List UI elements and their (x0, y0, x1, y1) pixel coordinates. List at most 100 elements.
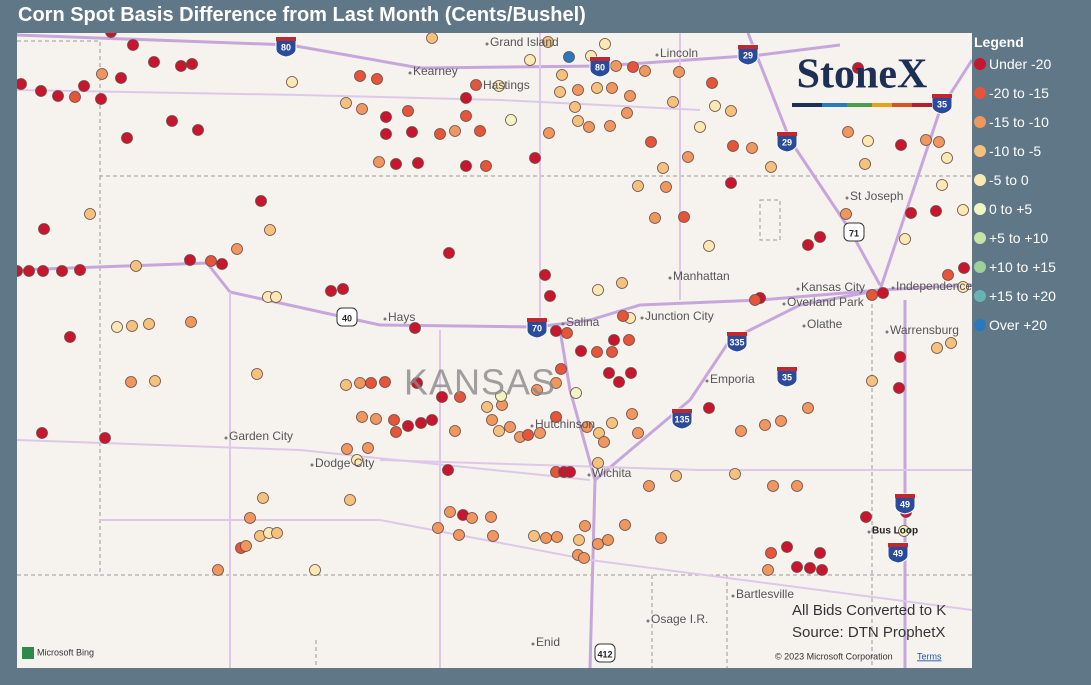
shield-band (777, 132, 797, 136)
legend-label: +5 to +10 (989, 230, 1049, 246)
bid-location (775, 415, 787, 427)
city-label: Dodge City (315, 456, 374, 470)
bid-location (390, 426, 402, 438)
bid-location (604, 120, 616, 132)
bid-location (286, 76, 298, 88)
bid-location (485, 511, 497, 523)
city-marker (655, 53, 659, 57)
bid-location (554, 86, 566, 98)
city-marker (561, 322, 565, 326)
bid-location (572, 115, 584, 127)
bid-location (958, 262, 970, 274)
bid-location (95, 93, 107, 105)
highway-number: 29 (743, 50, 753, 60)
bid-location (593, 427, 605, 439)
state-label: KANSAS (404, 362, 556, 403)
highway-number: 49 (893, 548, 903, 558)
highway-shield (887, 542, 909, 564)
bid-location (898, 525, 910, 537)
bid-location (563, 51, 575, 63)
legend-label: -15 to -10 (989, 114, 1049, 130)
bid-location (362, 442, 374, 454)
bid-location (667, 96, 679, 108)
city-label: Salina (566, 315, 600, 329)
city-marker (640, 316, 644, 320)
highway-shield (776, 366, 798, 388)
bid-location (933, 136, 945, 148)
city-label: Independence (896, 279, 972, 293)
bid-location (572, 84, 584, 96)
legend-item: Under -20 (974, 56, 1056, 85)
bid-location (434, 128, 446, 140)
bid-location (729, 468, 741, 480)
bid-location (895, 139, 907, 151)
city-marker (802, 324, 806, 328)
city-marker (668, 276, 672, 280)
bid-location (426, 414, 438, 426)
bid-location (522, 429, 534, 441)
city-marker (891, 286, 895, 290)
bid-location (480, 160, 492, 172)
highway-shield (737, 44, 759, 66)
legend-label: -10 to -5 (989, 143, 1042, 159)
city-marker (408, 71, 412, 75)
city-label: Kearney (413, 64, 458, 78)
bid-location (388, 414, 400, 426)
bid-location (354, 377, 366, 389)
legend-item: +5 to +10 (974, 230, 1056, 259)
bid-location (579, 520, 591, 532)
bid-location (599, 38, 611, 50)
bid-location (78, 80, 90, 92)
highway-number: 335 (729, 337, 744, 347)
bid-location (632, 180, 644, 192)
city-marker (646, 619, 650, 623)
city-label: Garden City (229, 429, 293, 443)
bid-location (166, 115, 178, 127)
bid-location (765, 547, 777, 559)
bid-location (38, 223, 50, 235)
bid-location (370, 413, 382, 425)
bid-location (735, 425, 747, 437)
bid-location (257, 492, 269, 504)
bid-location (56, 265, 68, 277)
bid-location (931, 342, 943, 354)
bid-location (460, 92, 472, 104)
bid-location (569, 101, 581, 113)
bid-location (454, 391, 466, 403)
shield-band (895, 494, 915, 498)
bid-location (657, 162, 669, 174)
bid-location (270, 291, 282, 303)
bid-location (936, 179, 948, 191)
city-marker (383, 317, 387, 321)
bid-location (354, 70, 366, 82)
city-label: Bus Loop (872, 526, 918, 537)
legend-item: 0 to +5 (974, 201, 1056, 230)
bid-location (866, 289, 878, 301)
terms-link[interactable]: Terms (917, 651, 942, 661)
bid-location (426, 33, 438, 44)
bid-location (842, 126, 854, 138)
bid-location (706, 77, 718, 89)
city-label: Grand Island (490, 35, 559, 49)
bid-location (860, 511, 872, 523)
bid-location (767, 480, 779, 492)
bid-location (186, 58, 198, 70)
bid-location (941, 152, 953, 164)
bid-location (185, 316, 197, 328)
bid-location (436, 391, 448, 403)
bid-location (341, 443, 353, 455)
city-marker (796, 287, 800, 291)
bid-location (660, 181, 672, 193)
bid-location (551, 531, 563, 543)
highway-shield (776, 131, 798, 153)
bid-location (344, 494, 356, 506)
bid-location (627, 61, 639, 73)
bid-location (804, 562, 816, 574)
city-marker (310, 463, 314, 467)
bid-location (531, 384, 543, 396)
bid-location (52, 90, 64, 102)
legend-label: Over +20 (989, 317, 1047, 333)
bid-location (592, 538, 604, 550)
bid-location (486, 414, 498, 426)
bid-location (365, 377, 377, 389)
